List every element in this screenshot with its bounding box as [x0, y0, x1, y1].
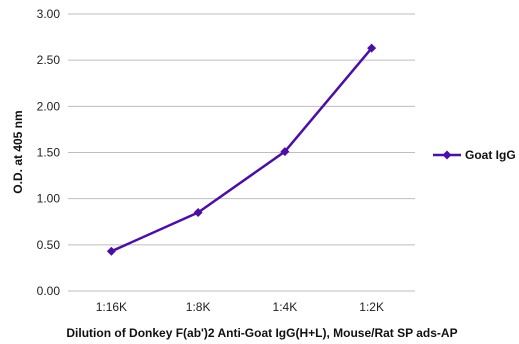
x-tick-labels: 1:16K 1:8K 1:4K 1:2K	[96, 300, 384, 314]
gridlines	[68, 13, 415, 292]
data-point	[106, 246, 116, 256]
x-tick-label: 1:4K	[273, 300, 298, 314]
y-tick-label: 1.00	[37, 192, 61, 206]
x-axis-title: Dilution of Donkey F(ab')2 Anti-Goat IgG…	[66, 326, 457, 340]
x-tick-label: 1:16K	[96, 300, 127, 314]
legend: Goat IgG	[433, 148, 516, 162]
legend-label: Goat IgG	[465, 148, 516, 162]
legend-series-marker	[442, 150, 452, 160]
data-point	[280, 147, 290, 157]
x-tick-label: 1:8K	[186, 300, 211, 314]
y-tick-label: 0.00	[37, 284, 61, 298]
data-point	[193, 208, 203, 218]
x-tick-label: 1:2K	[359, 300, 384, 314]
y-tick-label: 0.50	[37, 238, 61, 252]
y-tick-label: 1.50	[37, 146, 61, 160]
plot-area	[106, 43, 377, 256]
y-tick-labels: 0.00 0.50 1.00 1.50 2.00 2.50 3.00	[37, 7, 61, 298]
data-point	[367, 43, 377, 53]
series-line	[110, 47, 373, 253]
y-tick-label: 3.00	[37, 7, 61, 21]
y-tick-label: 2.00	[37, 99, 61, 113]
y-tick-label: 2.50	[37, 53, 61, 67]
y-axis-title: O.D. at 405 nm	[11, 110, 25, 193]
